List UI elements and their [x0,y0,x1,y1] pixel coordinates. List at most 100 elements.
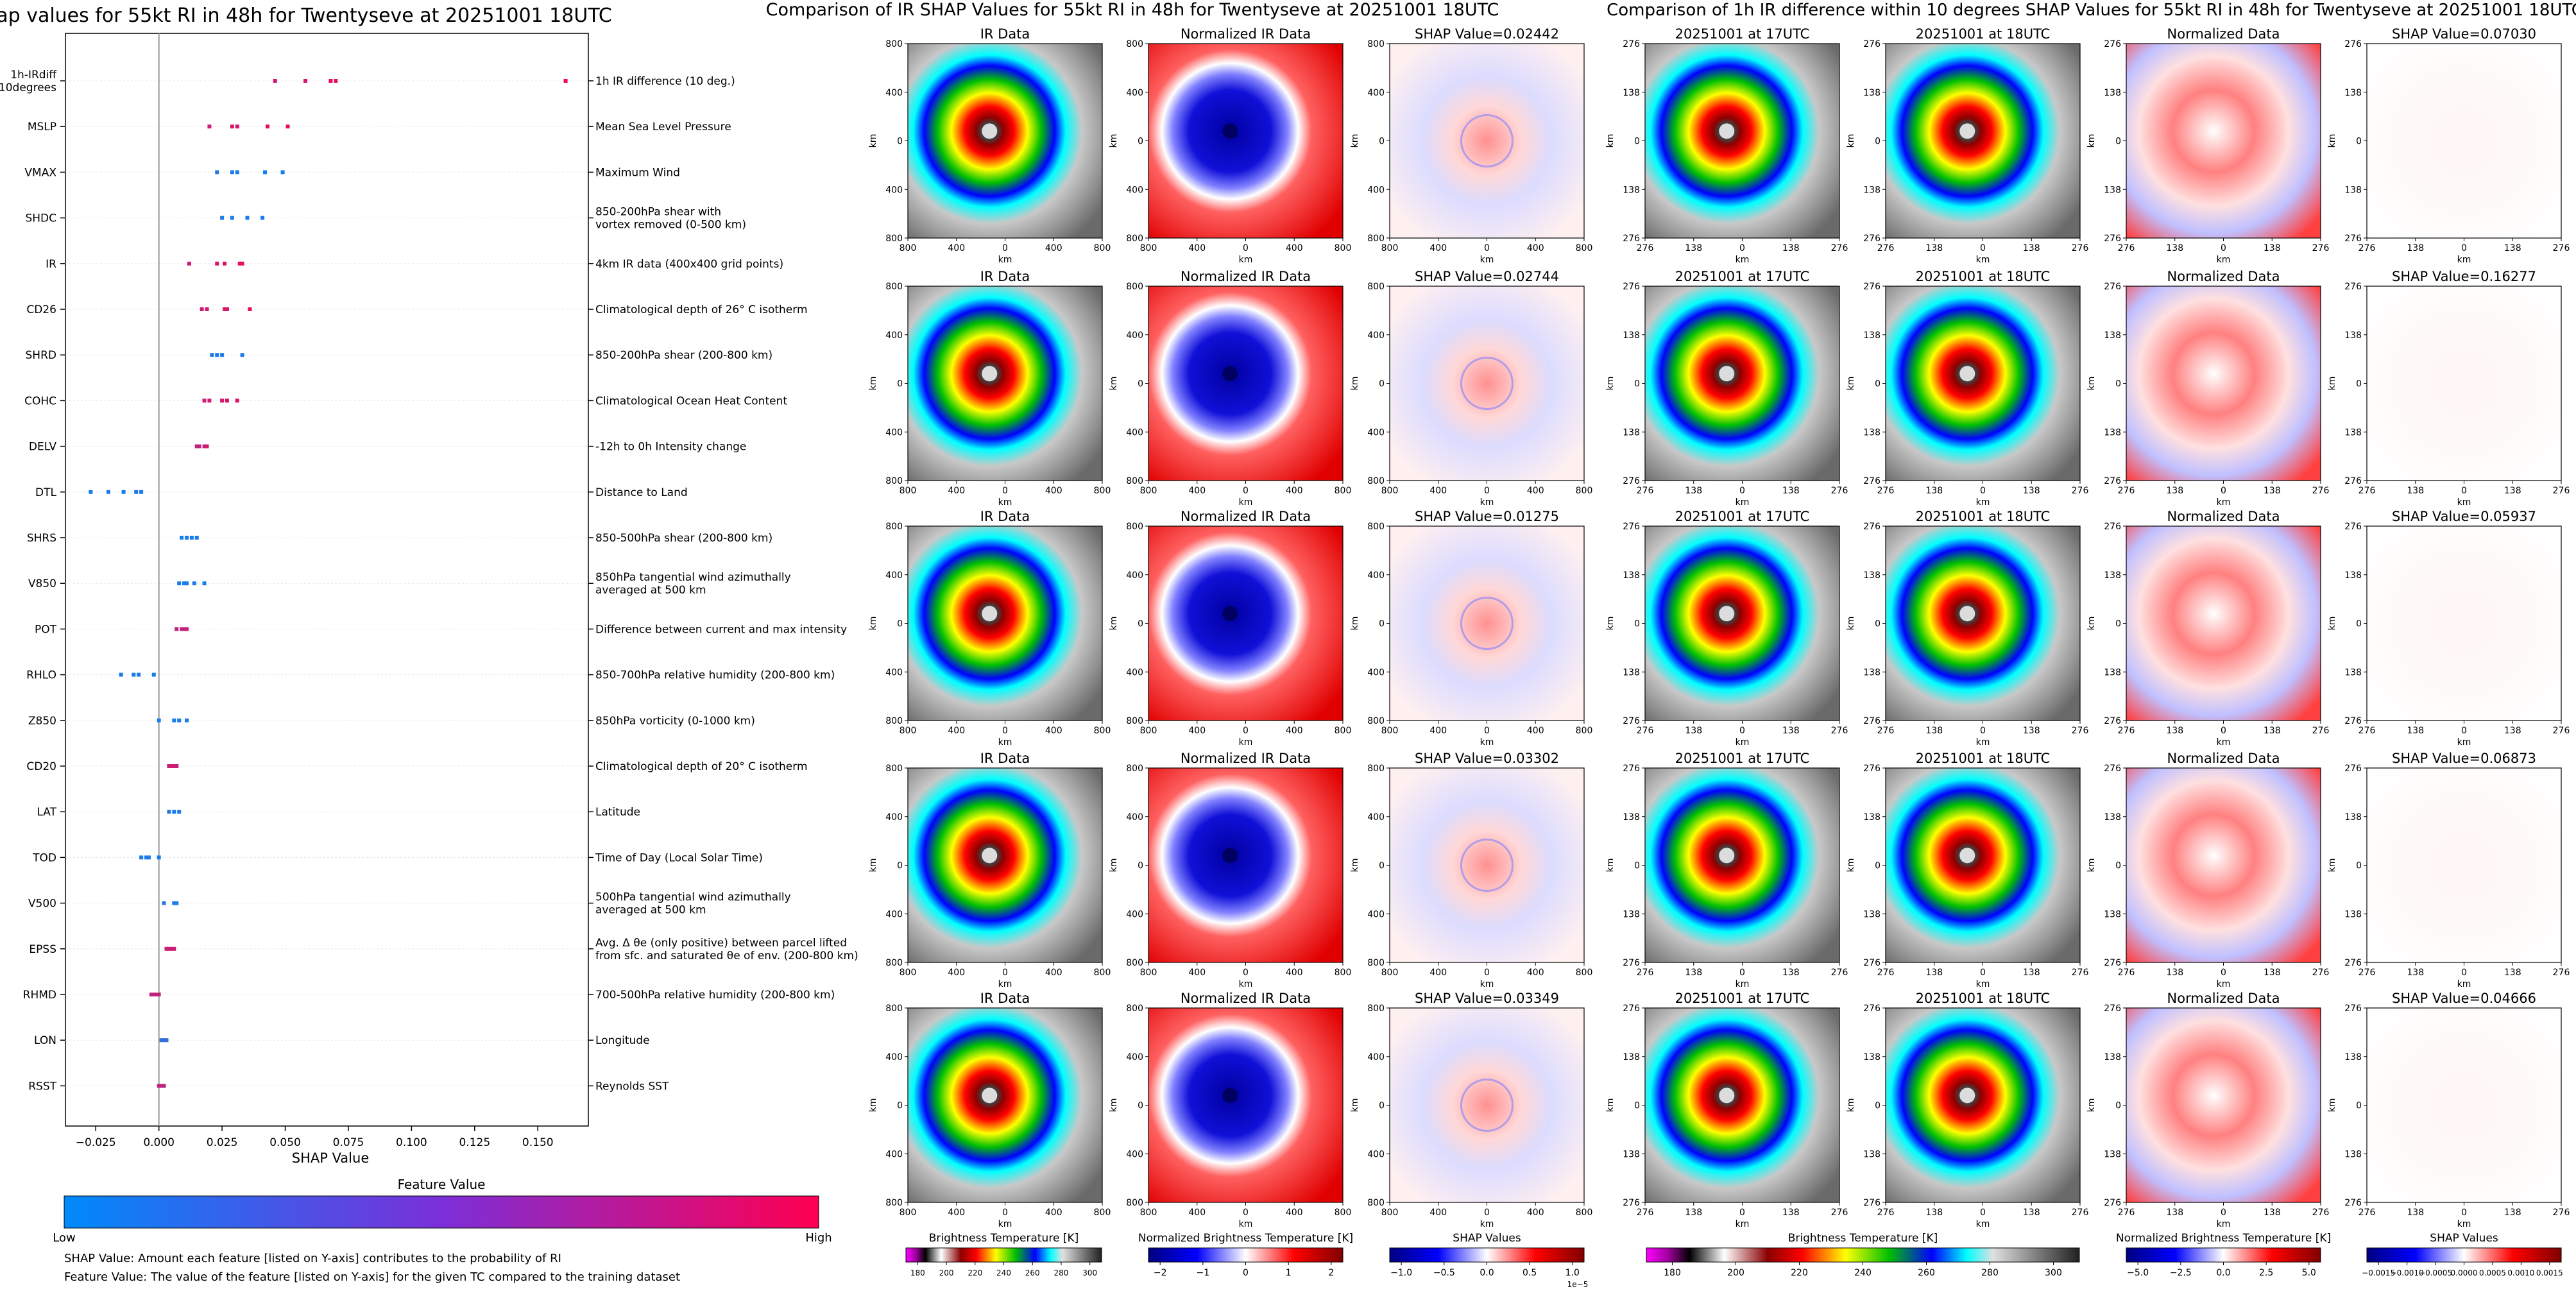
storm-eye [1959,848,1975,864]
x-tick-label: 400 [1188,243,1206,253]
x-tick-label: 0 [1243,726,1249,736]
x-tick-label: 138 [1685,1208,1702,1218]
shap-point [223,261,227,266]
y-tick-label: 138 [2344,427,2362,438]
y-tick-label: 276 [2104,764,2121,774]
y-tick-label: 138 [1863,330,1881,341]
panel-image [908,286,1102,481]
y-tick-label: 0 [1379,619,1385,629]
panel-image [1390,286,1584,481]
shap-point [192,581,196,586]
x-tick-label: 276 [2553,968,2570,978]
image-panel: SHAP Value=0.024428008004004000040040080… [1350,26,1592,265]
y-tick-label: 800 [1367,522,1385,532]
x-tick-label: 800 [1140,968,1157,978]
x-tick-label: 400 [1188,1208,1206,1218]
storm-eye [1222,366,1238,382]
panel-title: Normalized Data [2167,26,2280,42]
y-tick-label: 0 [1379,861,1385,871]
x-axis-label: km [1239,497,1253,508]
x-tick-label: 276 [1877,968,1895,978]
x-tick-label: 138 [1782,486,1800,496]
y-tick-label: 800 [885,522,903,532]
x-axis-label: km [998,737,1012,747]
y-tick-label: 800 [1126,522,1143,532]
colorbar-low-label: Low [53,1231,75,1245]
image-panel: 20251001 at 18UTC27627613813800138138276… [1846,509,2088,747]
x-tick-label: 276 [1637,968,1654,978]
y-tick-label: 800 [1126,282,1143,292]
feature-description-label: -12h to 0h Intensity change [595,441,746,454]
y-tick-label: 0 [2115,1101,2121,1111]
x-tick-label: 800 [1576,968,1593,978]
panel-image [2367,768,2561,962]
y-tick-label: 0 [2356,619,2362,629]
shap-point [280,170,285,175]
storm-eye [1719,366,1735,382]
y-tick-label: 276 [1623,39,1640,49]
shap-point [220,353,225,357]
x-axis-label: km [2457,497,2471,508]
shap-point [172,718,176,722]
y-tick-label: 400 [1126,667,1143,678]
feature-description-label: 500hPa tangential wind azimuthally averag… [595,891,791,917]
y-tick-label: 138 [1623,185,1640,195]
y-tick-label: 138 [2344,330,2362,341]
x-tick-label: 138 [1685,968,1702,978]
colorbar-gradient [2366,1247,2562,1263]
colorbar-tick-label: 300 [1082,1268,1097,1277]
x-tick-label: 276 [2312,486,2330,496]
x-tick-label: 400 [1429,1208,1447,1218]
colorbar-tick-label: 240 [996,1268,1011,1277]
panel-image [2367,1008,2561,1202]
x-axis-label: km [1480,1219,1494,1229]
y-tick-label: 400 [1126,88,1143,98]
x-tick-label: 276 [1637,726,1654,736]
shap-point [157,993,161,996]
ir-comparison-title: Comparison of IR SHAP Values for 55kt RI… [766,0,1499,20]
feature-description-label: 700-500hPa relative humidity (200-800 km… [595,989,835,1002]
y-tick-label: 138 [1623,570,1640,581]
x-tick-label: 800 [1094,1208,1111,1218]
x-axis-label: km [1976,737,1990,747]
feature-description-label: 4km IR data (400x400 grid points) [595,258,783,271]
panel-title: IR Data [980,269,1030,284]
shap-point [220,398,225,403]
shap-point [162,901,166,905]
storm-eye [982,366,998,382]
panel-title: SHAP Value=0.03302 [1415,751,1559,766]
y-axis-label: km [1350,377,1360,391]
x-axis-label: km [2217,497,2231,508]
x-tick-label: 400 [1188,486,1206,496]
feature-colorbar-title: Feature Value [398,1177,486,1192]
y-tick-label: 800 [1367,476,1385,486]
y-tick-label: 276 [1863,958,1881,968]
y-tick-label: 138 [1623,330,1640,341]
y-tick-label: 138 [1863,1149,1881,1159]
y-axis-label: km [2086,858,2097,873]
y-tick-label: 400 [885,570,903,581]
y-tick-label: 0 [897,1101,903,1111]
y-tick-label: 276 [1623,1198,1640,1208]
shap-point [215,353,219,357]
shap-feature-ring [1460,114,1514,167]
y-tick-label: 400 [885,88,903,98]
x-tick-label: 276 [2072,243,2089,253]
feature-colorbar [64,1195,819,1229]
x-tick-label: 800 [1576,243,1593,253]
x-tick-label: 0 [2461,1208,2467,1218]
y-tick-label: 276 [2104,282,2121,292]
y-tick-label: 400 [1126,909,1143,919]
feature-description-label: Difference between current and max inten… [595,623,847,636]
feature-description-label: Longitude [595,1034,650,1047]
x-axis-label: km [1239,737,1253,747]
panel-title: Normalized IR Data [1181,509,1311,524]
x-tick-label: 0 [1002,486,1008,496]
x-tick-label: 400 [1045,243,1062,253]
y-tick-label: 276 [1623,1003,1640,1014]
y-axis-label: km [1846,858,1856,873]
colorbar-tick-label: 1.0 [1565,1268,1580,1278]
x-axis-label: km [1976,1219,1990,1229]
x-axis-label: km [1480,255,1494,265]
